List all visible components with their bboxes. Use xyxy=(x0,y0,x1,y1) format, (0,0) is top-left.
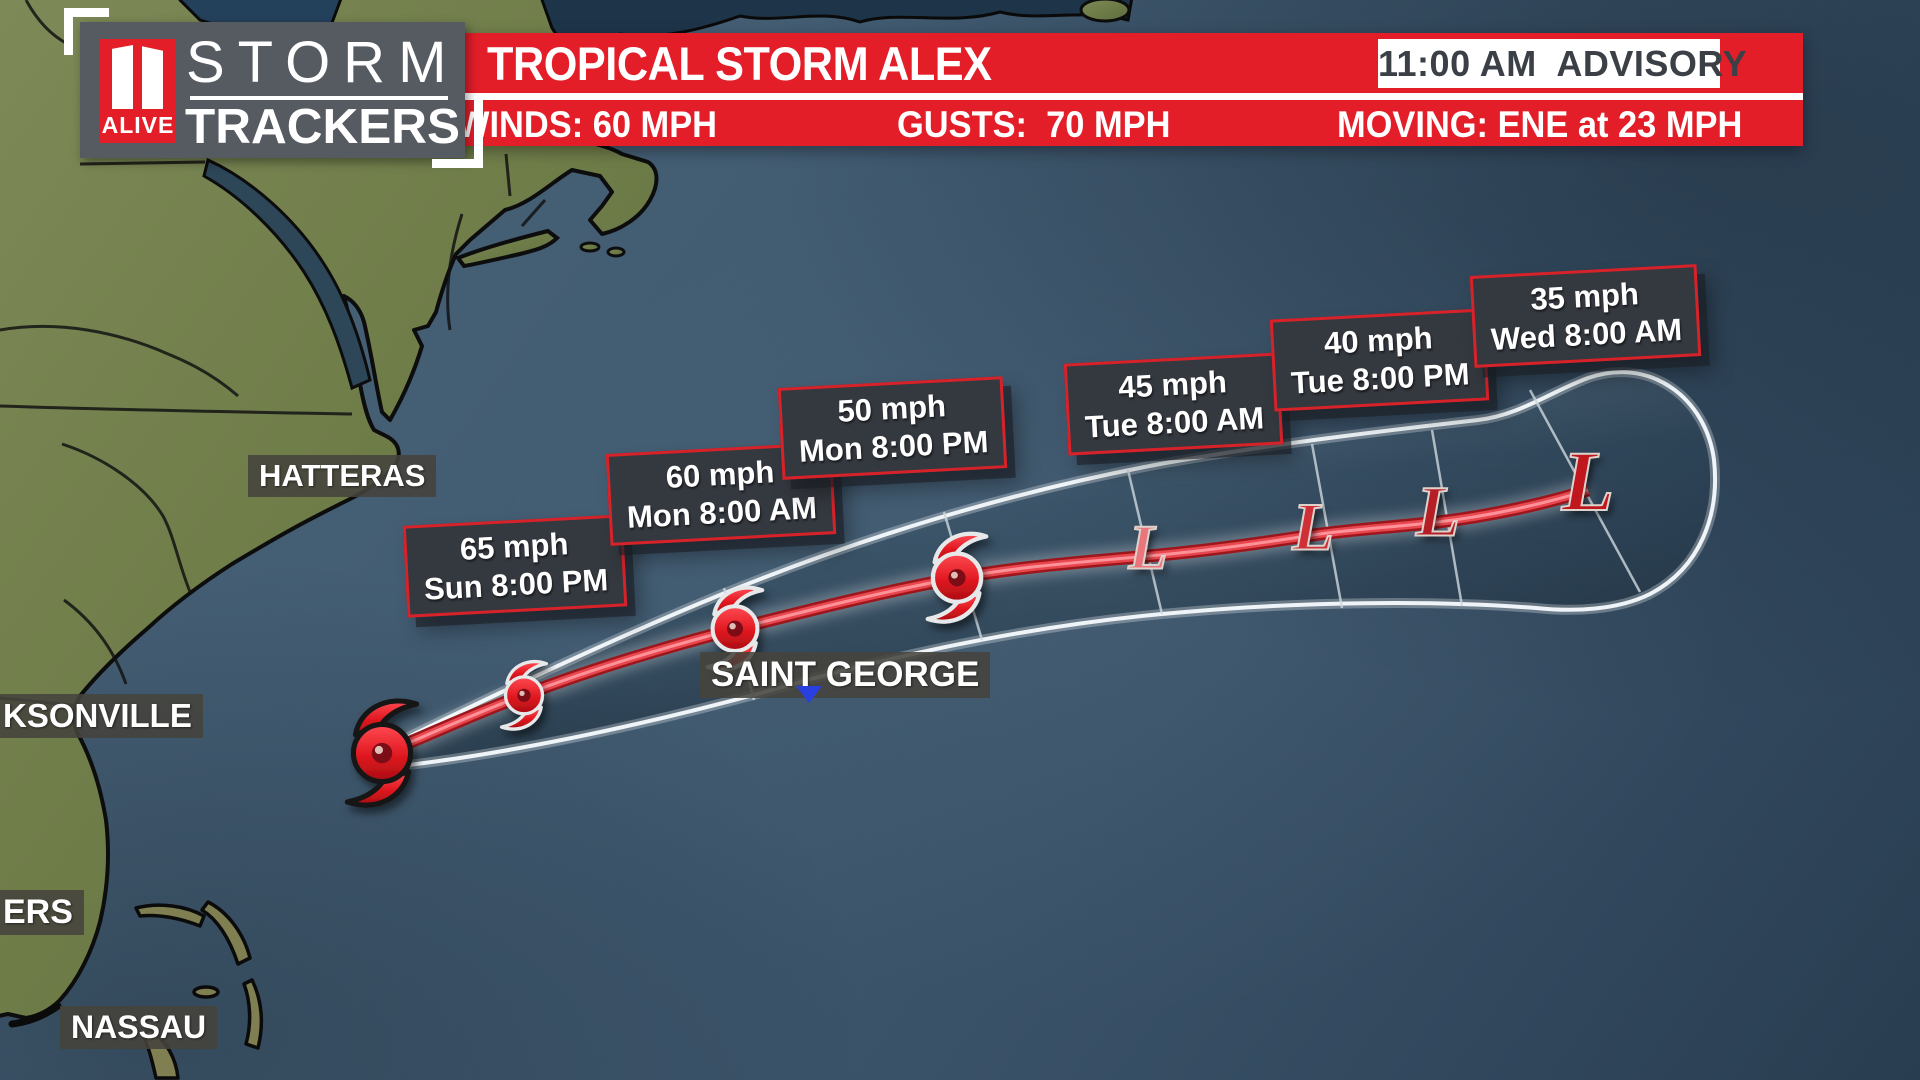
mainland-east-coast xyxy=(0,0,722,1020)
forecast-speed: 60 mph xyxy=(664,454,776,495)
florida-keys xyxy=(8,1002,62,1028)
forecast-label-sun-8pm: 65 mph Sun 8:00 PM xyxy=(402,514,628,618)
alive-wordmark: ALIVE xyxy=(101,112,175,138)
low-pressure-marker-3: L xyxy=(1415,470,1461,552)
forecast-time: Mon 8:00 AM xyxy=(626,490,818,535)
long-island xyxy=(454,228,561,269)
storm-title: TROPICAL STORM ALEX xyxy=(487,37,992,90)
gusts-stat: GUSTS: 70 MPH xyxy=(897,104,1171,145)
city-label-saint-george: SAINT GEORGE xyxy=(700,652,991,698)
chesapeake-bay xyxy=(202,157,372,391)
city-label-fort-myers: ERS xyxy=(0,890,84,935)
forecast-speed: 65 mph xyxy=(459,526,570,567)
channel-11-bar xyxy=(112,45,133,109)
forecast-time: Tue 8:00 AM xyxy=(1084,400,1265,445)
bahamas-islands xyxy=(134,900,264,1080)
map-land xyxy=(0,0,1134,1080)
forecast-label-tue-8am: 45 mph Tue 8:00 AM xyxy=(1063,352,1284,456)
logo-corner-bracket-bottom-right xyxy=(432,96,483,168)
forecast-speed: 40 mph xyxy=(1323,320,1434,361)
forecast-label-mon-8pm: 50 mph Mon 8:00 PM xyxy=(777,376,1008,480)
forecast-label-tue-8pm: 40 mph Tue 8:00 PM xyxy=(1269,308,1489,412)
advisory-time-badge: 11:00 AM ADVISORY xyxy=(1378,39,1747,88)
storm-track xyxy=(380,479,1592,764)
channel-11-badge: ALIVE xyxy=(100,39,176,143)
track-highlight xyxy=(384,488,1589,755)
cone-outline xyxy=(395,370,1717,769)
storm-trackers-logo: ALIVE STORM TRACKERS xyxy=(80,22,465,158)
city-label-hatteras: HATTERAS xyxy=(248,455,437,497)
winds-stat: WINDS: 60 MPH xyxy=(457,104,718,145)
trackers-wordmark: TRACKERS xyxy=(185,100,460,154)
low-pressure-marker-4: L xyxy=(1561,432,1616,530)
storm-info-banner: TROPICAL STORM ALEX 11:00 AM ADVISORY WI… xyxy=(457,33,1803,146)
forecast-time: Wed 8:00 AM xyxy=(1490,311,1683,357)
forecast-speed: 45 mph xyxy=(1117,364,1228,405)
forecast-time: Sun 8:00 PM xyxy=(423,562,610,607)
island-marthas-vineyard xyxy=(579,241,601,253)
logo-underline xyxy=(190,96,448,100)
city-label-jacksonville: KSONVILLE xyxy=(0,694,203,738)
channel-11-bar xyxy=(142,46,163,109)
storm-icon-current xyxy=(347,701,416,805)
saint-george-marker xyxy=(796,686,822,703)
storm-wordmark: STORM xyxy=(186,30,460,95)
forecast-speed: 35 mph xyxy=(1529,276,1640,317)
island-nantucket xyxy=(606,246,626,258)
forecast-label-wed-8am: 35 mph Wed 8:00 AM xyxy=(1469,264,1702,368)
city-label-nassau: NASSAU xyxy=(60,1006,218,1049)
low-pressure-marker-2: L xyxy=(1291,488,1335,566)
island-top xyxy=(1079,0,1131,23)
forecast-time: Mon 8:00 PM xyxy=(798,424,990,469)
channel-11-glyph xyxy=(112,45,168,109)
forecast-time: Tue 8:00 PM xyxy=(1290,356,1471,401)
moving-stat: MOVING: ENE at 23 MPH xyxy=(1337,104,1743,145)
low-pressure-marker-1: L xyxy=(1127,510,1168,583)
logo-corner-bracket-top-left xyxy=(64,8,109,55)
forecast-speed: 50 mph xyxy=(836,388,947,429)
banner-divider xyxy=(463,93,1803,100)
